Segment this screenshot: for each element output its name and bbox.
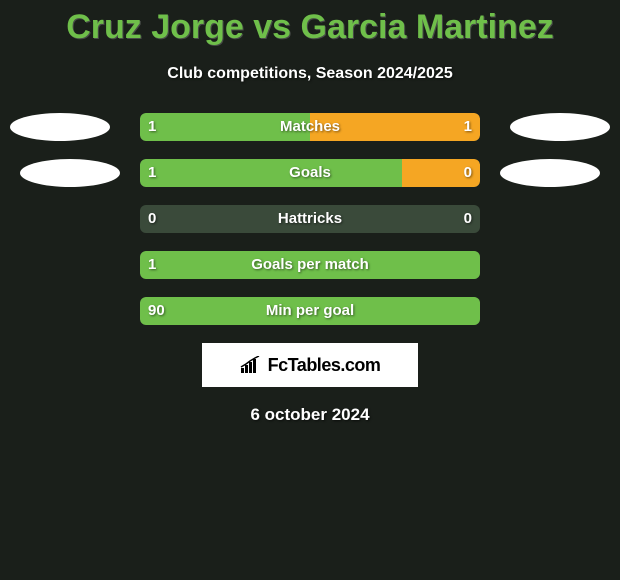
bar-left — [140, 113, 310, 141]
stat-value-left: 90 — [148, 297, 165, 325]
stat-row: Hattricks00 — [0, 205, 620, 233]
stat-value-right: 0 — [464, 159, 472, 187]
stat-track — [140, 159, 480, 187]
generation-date: 6 october 2024 — [0, 405, 620, 425]
subtitle: Club competitions, Season 2024/2025 — [0, 65, 620, 83]
stat-track — [140, 113, 480, 141]
stat-track — [140, 297, 480, 325]
comparison-chart: Matches11Goals10Hattricks00Goals per mat… — [0, 113, 620, 325]
page-title: Cruz Jorge vs Garcia Martinez — [0, 0, 620, 47]
stat-value-left: 1 — [148, 113, 156, 141]
stat-row: Goals per match1 — [0, 251, 620, 279]
stat-track — [140, 251, 480, 279]
bar-left — [140, 297, 480, 325]
stat-row: Min per goal90 — [0, 297, 620, 325]
source-logo: FcTables.com — [202, 343, 418, 387]
bar-left — [140, 159, 402, 187]
stat-value-left: 0 — [148, 205, 156, 233]
stat-track — [140, 205, 480, 233]
stat-value-left: 1 — [148, 251, 156, 279]
source-logo-text: FcTables.com — [268, 355, 381, 376]
stat-value-right: 0 — [464, 205, 472, 233]
bar-right — [310, 113, 480, 141]
stat-value-right: 1 — [464, 113, 472, 141]
chart-bars-icon — [240, 356, 262, 374]
stat-row: Goals10 — [0, 159, 620, 187]
stat-value-left: 1 — [148, 159, 156, 187]
bar-left — [140, 251, 480, 279]
stat-row: Matches11 — [0, 113, 620, 141]
